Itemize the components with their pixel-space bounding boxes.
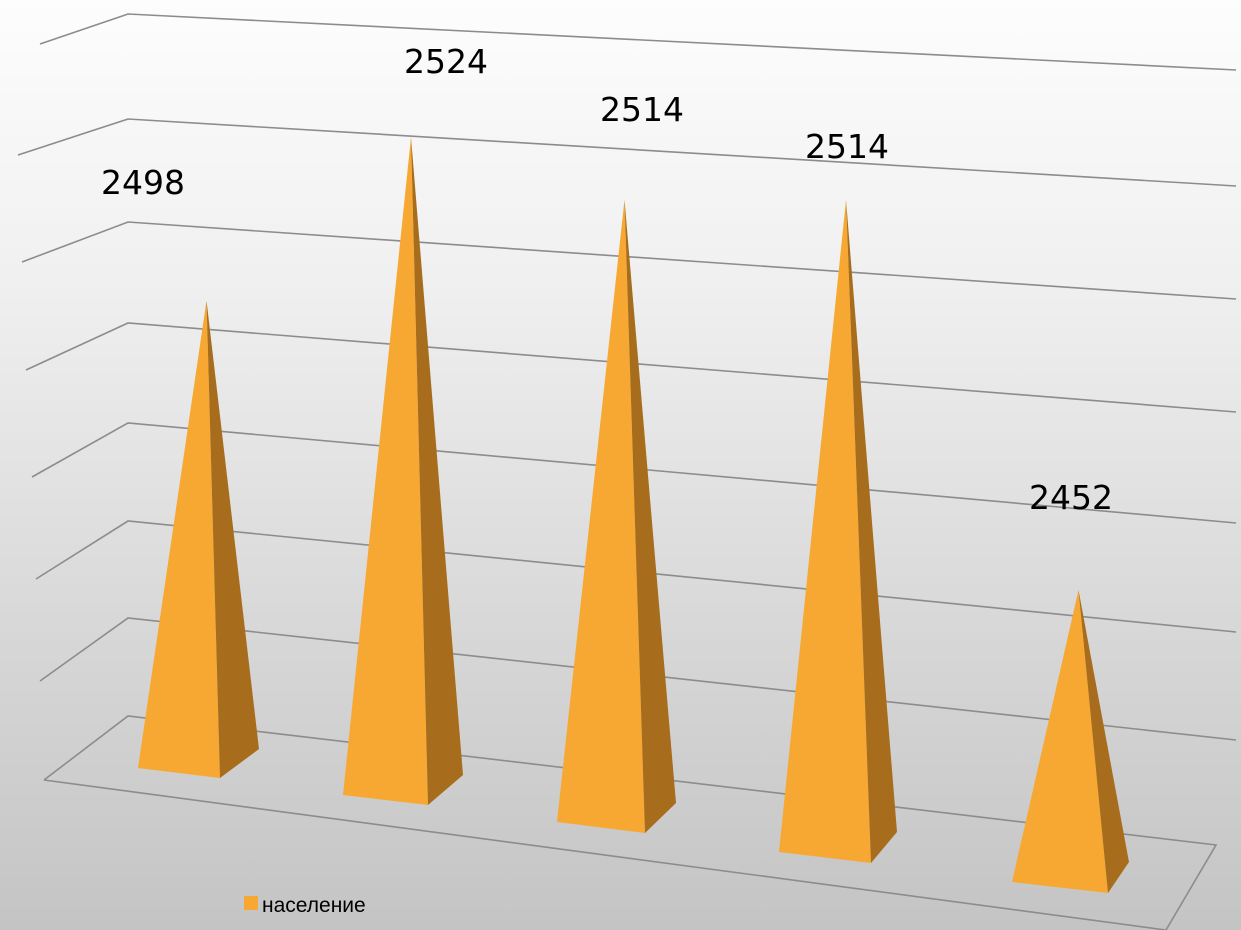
pyramid-side-face [411,137,463,805]
pyramid [557,199,676,833]
data-label: 2524 [404,42,488,81]
pyramid [343,137,463,805]
data-label: 2514 [805,127,889,166]
gridline [21,221,1237,300]
pyramid [779,199,897,863]
gridline [17,118,1237,187]
data-label: 2452 [1029,478,1113,517]
pyramid-front-face [343,137,428,805]
pyramid-front-face [1012,590,1108,893]
data-labels: 2498 2524 2514 2514 2452 [101,42,1113,517]
pyramid-front-face [557,199,645,833]
data-label: 2514 [600,90,684,129]
pyramid-side-face [846,199,897,863]
pyramid [1012,590,1129,893]
legend: население [244,894,366,917]
gridline [39,13,1237,71]
pyramid [138,300,259,778]
legend-swatch [244,896,258,910]
data-label: 2498 [101,163,185,202]
pyramid-front-face [779,199,871,863]
gridlines [17,13,1237,741]
pyramid-front-face [138,300,220,778]
legend-label: население [262,894,366,917]
floor-front-edge [43,779,1167,930]
pyramid-side-face [206,300,259,778]
pyramid-series [138,137,1129,893]
pyramid-side-face [624,199,676,833]
pyramid-side-face [1078,590,1129,893]
gridline [25,322,1237,413]
